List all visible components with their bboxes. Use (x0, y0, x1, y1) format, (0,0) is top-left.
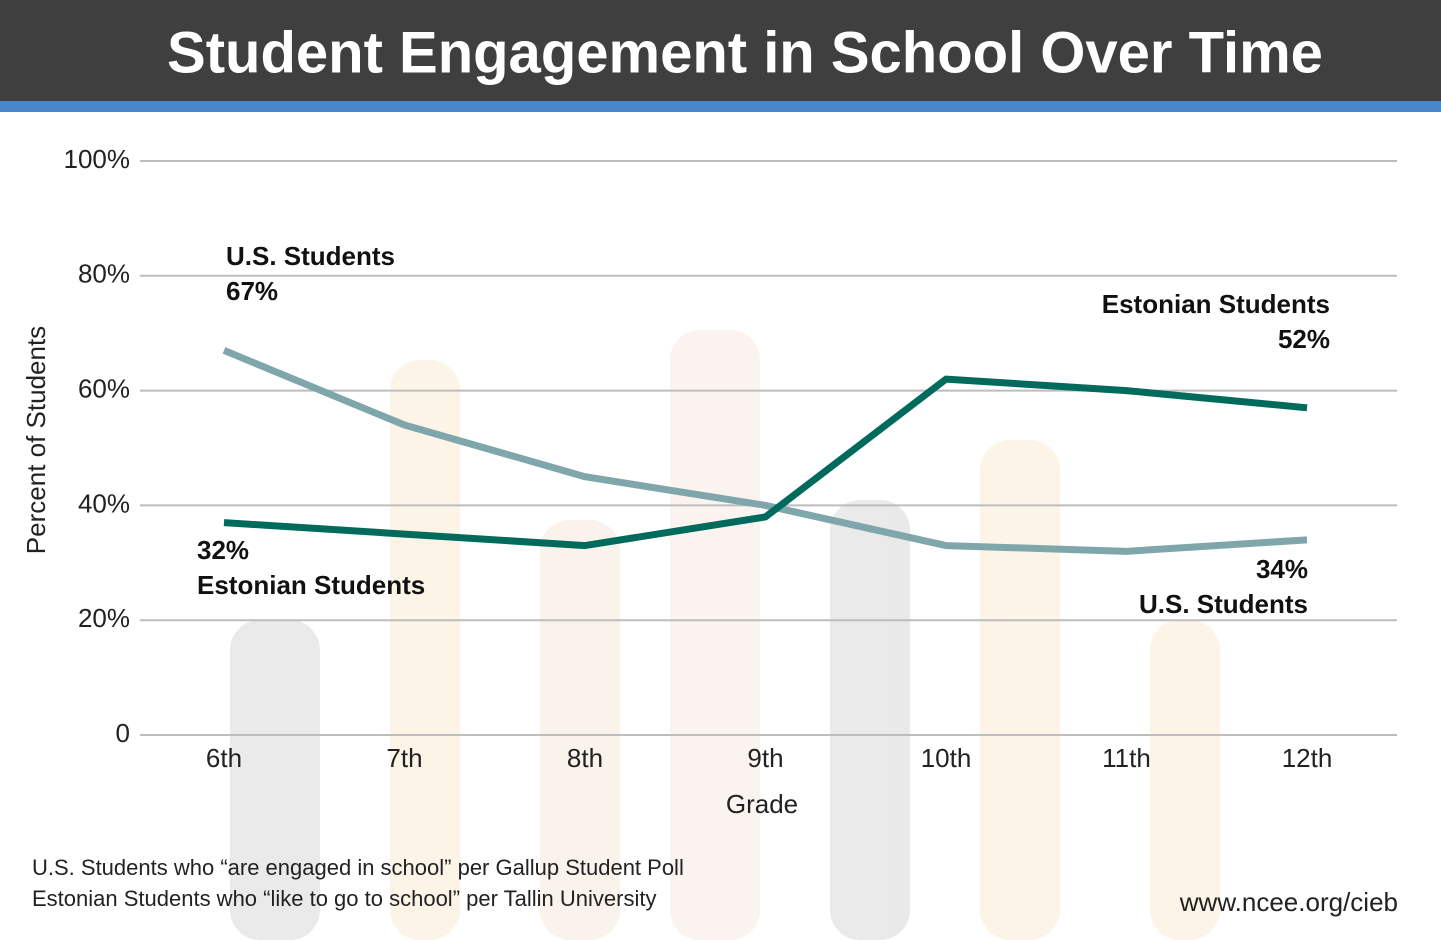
annotation: U.S. Students (226, 241, 395, 271)
annotation: 32% (197, 535, 249, 565)
series-line (223, 375, 1308, 550)
footnote: Estonian Students who “like to go to sch… (32, 886, 656, 911)
y-tick-label: 40% (78, 488, 130, 518)
background-hands (230, 330, 1220, 940)
x-tick-label: 8th (567, 743, 603, 773)
x-tick-label: 10th (921, 743, 972, 773)
x-tick-label: 7th (386, 743, 422, 773)
annotation: 34% (1256, 554, 1308, 584)
annotation: 67% (226, 276, 278, 306)
annotation: Estonian Students (1102, 289, 1330, 319)
x-tick-label: 11th (1102, 743, 1151, 773)
y-tick-label: 100% (64, 144, 131, 174)
y-tick-label: 60% (78, 373, 130, 403)
y-axis-label: Percent of Students (21, 326, 51, 554)
series-line (222, 347, 1308, 555)
y-tick-label: 80% (78, 259, 130, 289)
footnote: U.S. Students who “are engaged in school… (32, 855, 684, 880)
y-tick-label: 20% (78, 603, 130, 633)
y-tick-label: 0 (116, 718, 130, 748)
x-axis-label: Grade (726, 789, 798, 819)
annotation: U.S. Students (1139, 589, 1308, 619)
annotation: Estonian Students (197, 570, 425, 600)
header-stripe (0, 101, 1441, 112)
x-tick-label: 6th (206, 743, 242, 773)
annotation: 52% (1278, 324, 1330, 354)
chart-title: Student Engagement in School Over Time (167, 20, 1323, 85)
header-band (0, 0, 1441, 101)
x-tick-label: 9th (747, 743, 783, 773)
x-tick-label: 12th (1282, 743, 1333, 773)
source: www.ncee.org/cieb (1179, 887, 1398, 917)
